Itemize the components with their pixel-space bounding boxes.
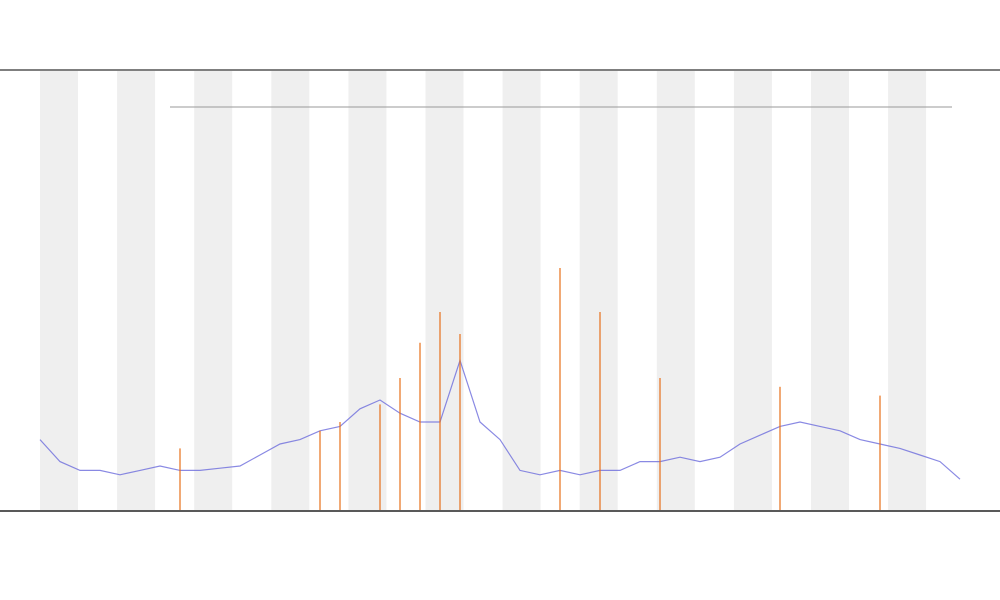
line	[39, 358, 961, 480]
band	[425, 71, 464, 510]
band	[502, 71, 541, 510]
band	[194, 71, 233, 510]
background-bands	[40, 71, 927, 510]
band	[733, 71, 772, 510]
band	[579, 71, 618, 510]
plot	[39, 268, 961, 510]
band	[888, 71, 927, 510]
band	[656, 71, 695, 510]
band	[271, 71, 310, 510]
band	[40, 71, 78, 510]
band	[811, 71, 849, 510]
band	[117, 71, 156, 510]
